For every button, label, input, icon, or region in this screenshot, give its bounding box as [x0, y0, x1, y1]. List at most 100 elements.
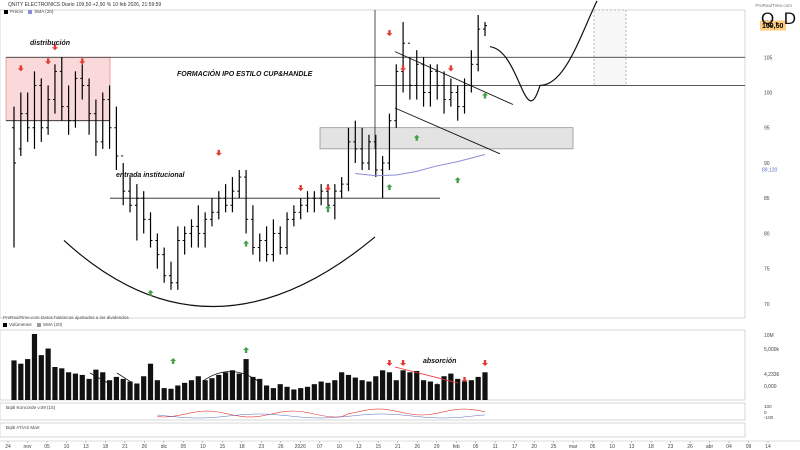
volume-bar: [202, 380, 208, 400]
date-tick-label: 11: [493, 444, 498, 450]
indicator-tick-label: 0: [764, 410, 767, 415]
date-tick-label: 05: [181, 444, 187, 450]
volume-down-arrow: [386, 360, 393, 366]
down-arrow: [79, 58, 86, 65]
volume-bar: [229, 370, 236, 400]
volume-bar: [134, 383, 140, 400]
date-tick-label: 05: [473, 444, 479, 450]
price-bar: [401, 22, 406, 93]
volume-down-arrow: [461, 377, 468, 383]
down-arrow: [386, 30, 393, 37]
volume-up-arrow: [170, 358, 177, 364]
volume-bar: [59, 368, 65, 400]
price-bar: [216, 191, 221, 220]
projection-curve: [489, 0, 598, 102]
sma20-line: [355, 154, 486, 177]
volume-legend-label: Volúmenes: [9, 322, 32, 327]
date-tick-label: abr: [706, 444, 714, 450]
volume-bar: [147, 363, 154, 400]
price-bar: [346, 127, 351, 192]
price-bar: [373, 134, 378, 178]
down-arrow: [400, 65, 407, 72]
price-bar: [407, 42, 412, 100]
volume-bar: [182, 382, 188, 400]
date-tick-label: 13: [356, 444, 362, 450]
volume-bar: [373, 376, 379, 400]
volume-bar: [106, 380, 113, 400]
volume-bar: [407, 372, 413, 400]
volume-bar: [243, 359, 249, 400]
down-arrow: [45, 58, 52, 65]
volume-bar: [434, 384, 440, 400]
price-legend-label: Precio: [10, 9, 24, 14]
date-tick-label: nov: [23, 444, 32, 450]
date-tick-label: 26: [414, 444, 420, 450]
date-tick-label: 18: [648, 444, 654, 450]
panel-frames: [0, 9, 800, 442]
volume-bar: [100, 372, 106, 400]
date-tick-label: 17: [512, 444, 518, 450]
up-arrow: [386, 184, 393, 191]
date-tick-label: 05: [590, 444, 596, 450]
volume-bar: [400, 370, 406, 400]
price-bar: [66, 85, 71, 135]
sma-legend-swatch: [28, 9, 33, 14]
price-bar: [278, 226, 283, 255]
price-tag-value: 109,50: [762, 23, 784, 30]
price-bar: [189, 219, 194, 248]
up-arrow: [325, 205, 331, 212]
projection-box: [593, 9, 627, 86]
volume-bar: [52, 367, 58, 400]
volume-bar: [127, 381, 133, 400]
date-tick-label: 23: [668, 444, 674, 450]
annotation-absorption: absorción: [423, 358, 456, 365]
down-arrow: [51, 44, 58, 51]
volume-bar: [250, 376, 256, 400]
distribution-zone: [5, 56, 111, 121]
price-bar: [271, 219, 276, 262]
volume-bar: [318, 381, 324, 400]
price-bar: [230, 177, 235, 213]
volume-bar: [461, 381, 468, 400]
price-bar: [244, 170, 249, 234]
price-tick-label: 80: [764, 231, 770, 237]
handle-upper-line: [394, 51, 514, 105]
volume-bars: [11, 334, 488, 400]
price-bar: [476, 15, 481, 72]
price-bar: [380, 155, 385, 199]
date-axis: 24 nov 05 10 13 18 21 26 dic 05 10 15 18 23 26 2026 07 10…: [5, 441, 771, 450]
price-bar: [134, 184, 139, 241]
volume-panel: [0, 329, 746, 401]
volume-bar: [257, 378, 263, 400]
volume-bar: [209, 378, 215, 400]
date-tick-label: 26: [278, 444, 284, 450]
volume-trend-2: [116, 372, 132, 383]
price-panel: [0, 9, 746, 319]
volume-bar: [175, 385, 181, 400]
volume-tick-label: 5,000k: [764, 347, 780, 353]
price-bar: [257, 233, 262, 262]
price-bar: [469, 50, 474, 93]
price-bar: [421, 57, 426, 107]
volume-bar: [38, 355, 44, 400]
price-bar: [339, 177, 344, 199]
volume-bar: [195, 376, 201, 400]
down-arrow: [297, 185, 304, 192]
indicator-tick-label: 100: [764, 404, 772, 409]
koncorde-line-blue: [157, 413, 486, 419]
volume-arc: [202, 371, 259, 382]
volume-bar: [386, 372, 393, 400]
volume-bar: [420, 380, 427, 400]
volume-bar: [161, 388, 167, 400]
watermark: ProRealTime.com: [755, 3, 792, 8]
price-bar: [182, 226, 187, 255]
volume-bar: [154, 380, 160, 400]
price-bar: [319, 184, 324, 206]
price-bar: [73, 71, 78, 128]
platform-logo: Q, D: [761, 9, 796, 28]
volume-down-arrow: [400, 360, 407, 366]
volume-bar: [284, 386, 290, 400]
date-tick-label: 05: [44, 444, 50, 450]
date-tick-label: 21: [395, 444, 401, 450]
